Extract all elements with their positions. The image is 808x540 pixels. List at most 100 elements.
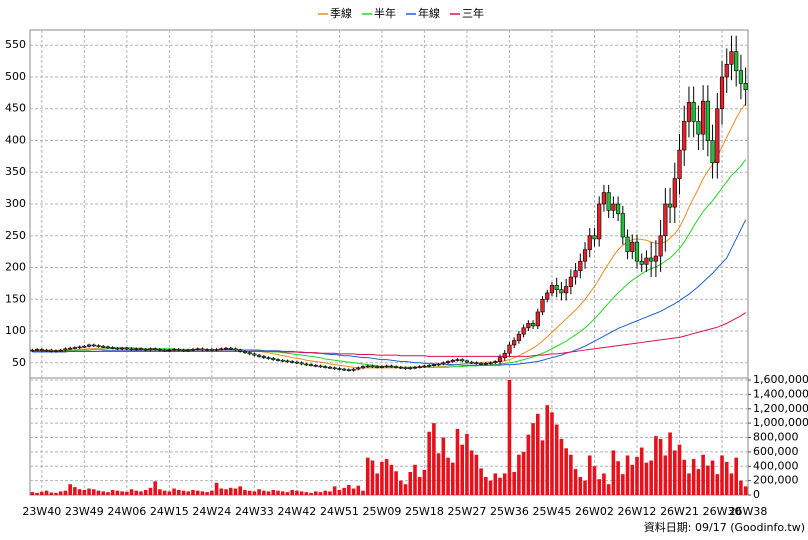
candle-body bbox=[266, 357, 271, 359]
volume-bar bbox=[167, 491, 172, 495]
volume-bar bbox=[573, 469, 578, 495]
x-tick-label: 26W30 bbox=[703, 505, 742, 518]
volume-bar bbox=[285, 492, 290, 495]
volume-bar bbox=[134, 490, 139, 495]
volume-bar bbox=[309, 492, 313, 495]
candle-body bbox=[516, 333, 521, 341]
volume-bar bbox=[276, 490, 280, 495]
y-tick-label: 350 bbox=[5, 165, 26, 178]
y2-tick-label: 200,000 bbox=[753, 474, 799, 487]
volume-bar bbox=[328, 491, 332, 495]
candle-body bbox=[30, 349, 35, 352]
volume-bar bbox=[54, 492, 58, 495]
volume-bar bbox=[210, 490, 214, 495]
candle-body bbox=[653, 255, 658, 262]
volume-bar bbox=[290, 489, 294, 495]
candle-body bbox=[379, 366, 385, 368]
volume-bar bbox=[729, 473, 734, 495]
volume-bar bbox=[720, 455, 724, 495]
candle-body bbox=[247, 352, 252, 355]
candle-body bbox=[455, 359, 460, 361]
volume-bar bbox=[271, 489, 276, 495]
candle-body bbox=[450, 359, 455, 362]
volume-bar bbox=[569, 454, 573, 495]
volume-bar bbox=[351, 488, 356, 495]
volume-bar bbox=[427, 431, 431, 495]
candle-body bbox=[564, 286, 569, 294]
candle-body bbox=[493, 361, 498, 364]
candle-body bbox=[82, 345, 87, 348]
volume-bar bbox=[191, 489, 195, 495]
candle-body bbox=[323, 366, 328, 368]
volume-bar bbox=[734, 457, 738, 495]
y-tick-label: 450 bbox=[5, 102, 26, 115]
candle-body bbox=[53, 350, 59, 352]
volume-bar bbox=[186, 491, 191, 495]
candle-body bbox=[360, 366, 366, 369]
volume-bar bbox=[408, 472, 413, 495]
y2-tick-label: 1,200,000 bbox=[753, 402, 808, 415]
volume-bar bbox=[502, 473, 507, 495]
x-tick-label: 24W42 bbox=[277, 505, 316, 518]
volume-bar bbox=[531, 423, 535, 495]
volume-bar bbox=[559, 438, 564, 495]
volume-bar bbox=[743, 486, 748, 495]
x-tick-label: 26W12 bbox=[618, 505, 657, 518]
candle-body bbox=[143, 349, 148, 351]
candle-body bbox=[346, 369, 351, 372]
candle-body bbox=[327, 366, 333, 369]
candle-body bbox=[474, 362, 479, 365]
volume-bar bbox=[498, 477, 502, 495]
volume-bar bbox=[578, 477, 583, 495]
y2-tick-label: 400,000 bbox=[753, 459, 799, 472]
volume-bar bbox=[73, 487, 77, 495]
volume-bar bbox=[668, 432, 672, 495]
footer: 資料日期: 09/17 (Goodinfo.tw) bbox=[644, 520, 805, 534]
candle-body bbox=[171, 349, 177, 351]
volume-bar bbox=[583, 480, 587, 495]
candle-body bbox=[294, 361, 299, 364]
x-tick-label: 24W51 bbox=[320, 505, 359, 518]
candle-body bbox=[337, 368, 342, 370]
candle-body bbox=[342, 368, 347, 371]
x-tick-label: 23W49 bbox=[65, 505, 104, 518]
candle-body bbox=[625, 236, 630, 252]
volume-bar bbox=[536, 413, 540, 495]
y-tick-label: 250 bbox=[5, 229, 26, 242]
candle-body bbox=[101, 345, 106, 348]
volume-bar bbox=[540, 440, 545, 495]
candle-body bbox=[91, 344, 96, 347]
volume-bar bbox=[446, 457, 450, 495]
volume-bar bbox=[214, 482, 219, 495]
volume-bar bbox=[243, 489, 247, 495]
x-tick-label: 25W36 bbox=[490, 505, 529, 518]
candle-body bbox=[658, 235, 663, 257]
volume-bar bbox=[262, 490, 266, 495]
volume-bar bbox=[219, 488, 224, 495]
candle-body bbox=[200, 348, 205, 351]
candle-body bbox=[403, 367, 408, 370]
candle-body bbox=[384, 365, 389, 368]
volume-bar bbox=[143, 489, 148, 495]
volume-bar bbox=[332, 486, 337, 495]
candle-body bbox=[181, 349, 186, 352]
volume-bar bbox=[687, 473, 691, 495]
candle-body bbox=[120, 347, 125, 350]
volume-bar bbox=[606, 484, 611, 495]
legend-label: 半年 bbox=[374, 6, 396, 20]
volume-bar bbox=[153, 481, 157, 495]
candle-body bbox=[313, 364, 318, 367]
candle-body bbox=[601, 192, 607, 205]
y2-tick-label: 600,000 bbox=[753, 445, 799, 458]
candle-body bbox=[701, 100, 706, 135]
volume-bar bbox=[347, 484, 351, 495]
volume-bar bbox=[602, 473, 606, 495]
volume-bar bbox=[611, 450, 616, 495]
candle-body bbox=[535, 311, 540, 327]
candle-body bbox=[214, 349, 219, 351]
candle-body bbox=[96, 345, 101, 347]
volume-bar bbox=[162, 490, 167, 495]
volume-bar bbox=[517, 454, 521, 495]
candle-body bbox=[233, 348, 238, 351]
candle-body bbox=[72, 347, 77, 349]
